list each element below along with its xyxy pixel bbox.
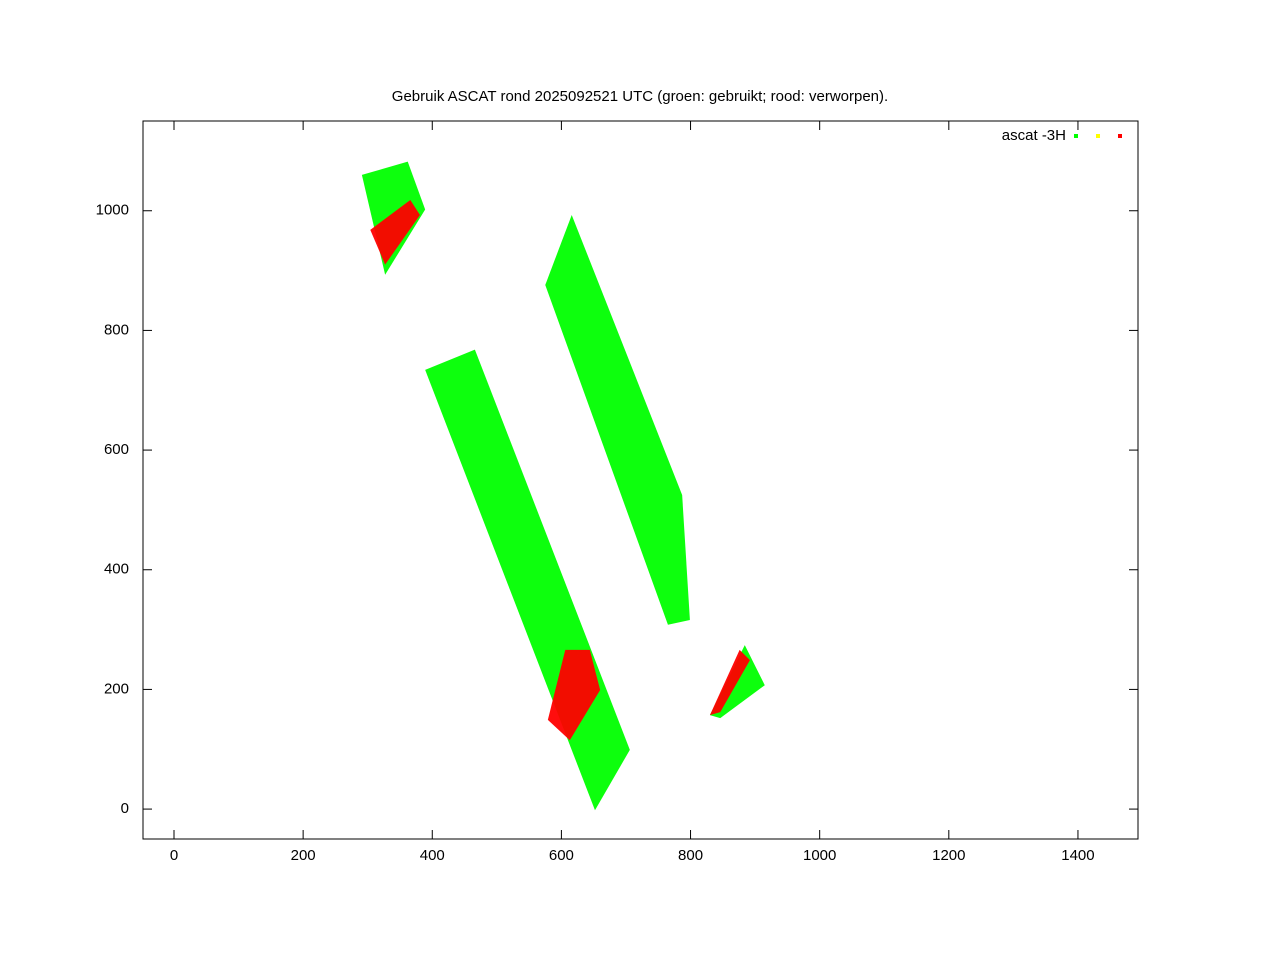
swath (370, 199, 420, 265)
plot-frame (142, 120, 1139, 840)
x-tick-label: 400 (420, 847, 445, 864)
legend-marker (1096, 134, 1100, 138)
swath (709, 649, 750, 716)
y-tick-label: 1000 (96, 202, 129, 219)
x-tick-label: 200 (291, 847, 316, 864)
legend-label: ascat -3H (1002, 127, 1066, 144)
x-tick-label: 600 (549, 847, 574, 864)
x-tick-label: 1400 (1061, 847, 1094, 864)
x-tick-label: 800 (678, 847, 703, 864)
x-tick-label: 0 (170, 847, 178, 864)
y-tick-label: 800 (104, 321, 129, 338)
y-tick-label: 600 (104, 441, 129, 458)
legend-marker (1118, 134, 1122, 138)
y-tick-label: 200 (104, 680, 129, 697)
swath (547, 649, 601, 741)
legend-marker (1074, 134, 1078, 138)
y-tick-label: 400 (104, 561, 129, 578)
x-tick-label: 1000 (803, 847, 836, 864)
swath (545, 214, 690, 625)
chart-title: Gebruik ASCAT rond 2025092521 UTC (groen… (392, 88, 888, 105)
y-tick-label: 0 (121, 800, 129, 817)
x-tick-label: 1200 (932, 847, 965, 864)
